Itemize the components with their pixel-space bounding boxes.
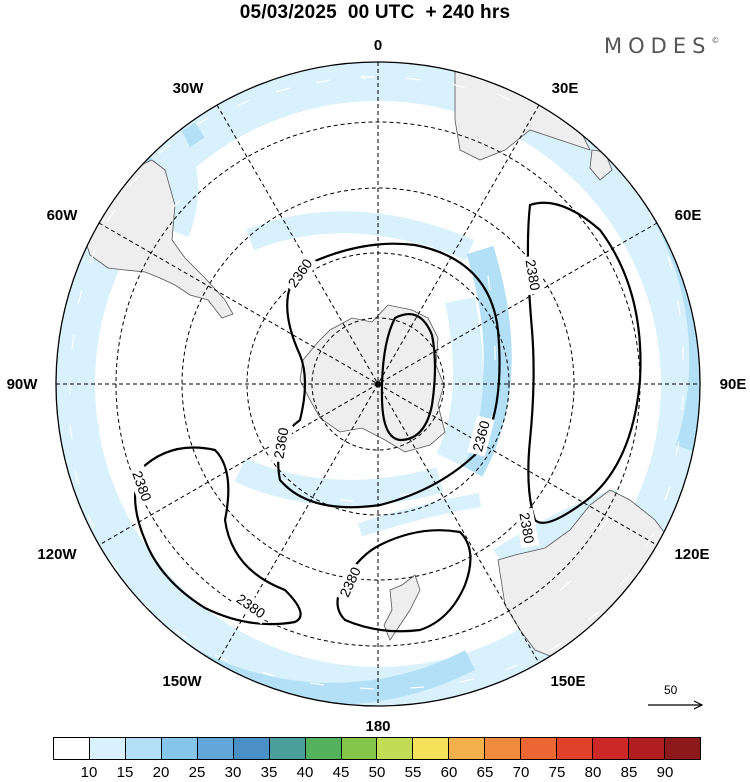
colorbar-swatch bbox=[341, 738, 378, 759]
colorbar-tick-label: 65 bbox=[476, 764, 494, 781]
contour-label: 2360 bbox=[469, 419, 493, 453]
colorbar-tick-label: 85 bbox=[620, 764, 638, 781]
map-title: 05/03/2025 00 UTC + 240 hrs bbox=[0, 2, 750, 24]
colorbar-swatch bbox=[233, 738, 270, 759]
colorbar-swatch bbox=[521, 738, 558, 759]
colorbar-tick-label: 35 bbox=[260, 764, 278, 781]
brand-mark: © bbox=[711, 36, 720, 45]
contour-2360-inner bbox=[380, 313, 437, 442]
colorbar bbox=[53, 737, 701, 760]
forecast-time: 00 UTC bbox=[347, 2, 415, 23]
lon-label-30w: 30W bbox=[173, 80, 205, 97]
map-boundary bbox=[55, 61, 701, 707]
contour-label: 2380 bbox=[522, 258, 543, 292]
colorbar-tick-label: 75 bbox=[548, 764, 566, 781]
colorbar-swatch bbox=[485, 738, 522, 759]
lon-label-90e: 90E bbox=[720, 376, 747, 393]
lon-label-60e: 60E bbox=[675, 207, 702, 224]
lon-label-180: 180 bbox=[365, 718, 390, 735]
colorbar-tick-label: 15 bbox=[116, 764, 134, 781]
colorbar-swatch bbox=[305, 738, 342, 759]
colorbar-tick-label: 90 bbox=[656, 764, 674, 781]
height-contours bbox=[133, 201, 642, 633]
polar-map: 2360 2360 2360 2380 2380 2380 2380 2380 … bbox=[7, 37, 747, 735]
colorbar-swatch bbox=[413, 738, 450, 759]
south-pole-marker bbox=[375, 381, 381, 387]
colorbar-swatch bbox=[89, 738, 126, 759]
colorbar-tick-label: 20 bbox=[152, 764, 170, 781]
contour-2360 bbox=[277, 242, 501, 509]
forecast-lead: + 240 hrs bbox=[425, 2, 511, 23]
colorbar-swatch bbox=[377, 738, 414, 759]
lon-label-30e: 30E bbox=[552, 80, 579, 97]
forecast-date: 05/03/2025 bbox=[239, 2, 337, 23]
longitude-labels: 0 30E 60E 90E 120E 150E 180 150W 120W 90… bbox=[7, 37, 747, 735]
lon-label-60w: 60W bbox=[47, 207, 79, 224]
colorbar-tick-label: 25 bbox=[188, 764, 206, 781]
lon-label-90w: 90W bbox=[7, 376, 39, 393]
colorbar-tick-label: 50 bbox=[368, 764, 386, 781]
colorbar-tick-label: 30 bbox=[224, 764, 242, 781]
colorbar-swatch bbox=[629, 738, 665, 759]
colorbar-tick-label: 10 bbox=[80, 764, 98, 781]
reference-vector-label: 50 bbox=[664, 683, 678, 697]
colorbar-tick-label: 55 bbox=[404, 764, 422, 781]
colorbar-tick-label: 60 bbox=[440, 764, 458, 781]
colorbar-swatch bbox=[557, 738, 594, 759]
contour-2380-east bbox=[526, 201, 642, 524]
contour-label: 2360 bbox=[270, 426, 291, 460]
contour-label: 2380 bbox=[516, 511, 537, 545]
map-disk: 2360 2360 2360 2380 2380 2380 2380 2380 bbox=[56, 62, 700, 706]
brand-name: MODES bbox=[604, 34, 712, 58]
colorbar-swatch bbox=[125, 738, 162, 759]
colorbar-tick-label: 45 bbox=[332, 764, 350, 781]
colorbar-swatch bbox=[269, 738, 306, 759]
colorbar-tick-label: 80 bbox=[584, 764, 602, 781]
colorbar-swatch bbox=[593, 738, 629, 759]
colorbar-swatch bbox=[197, 738, 234, 759]
new-zealand bbox=[383, 574, 421, 641]
colorbar-swatch bbox=[449, 738, 486, 759]
colorbar-tick-label: 70 bbox=[512, 764, 530, 781]
lon-label-120e: 120E bbox=[674, 546, 709, 563]
lon-label-150e: 150E bbox=[550, 673, 585, 690]
colorbar-tick-label: 40 bbox=[296, 764, 314, 781]
lon-label-150w: 150W bbox=[162, 673, 202, 690]
lon-label-0: 0 bbox=[374, 37, 382, 54]
wind-vectors bbox=[69, 74, 684, 690]
colorbar-swatch bbox=[161, 738, 198, 759]
colorbar-swatch bbox=[664, 738, 700, 759]
reference-vector-arrow bbox=[648, 700, 704, 710]
contour-2380-sw bbox=[133, 446, 302, 626]
colorbar-swatch bbox=[54, 738, 90, 759]
brand-logo: MODES© bbox=[604, 34, 719, 58]
lon-label-120w: 120W bbox=[37, 546, 77, 563]
